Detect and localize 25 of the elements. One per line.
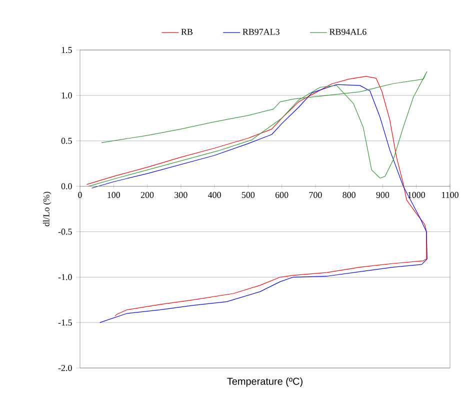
x-tick-label: 700 — [309, 192, 322, 198]
y-tick-label: -1.5 — [58, 320, 72, 326]
y-tick-label: -0.5 — [58, 228, 72, 235]
legend-label: RB — [181, 28, 192, 35]
x-tick-label: 500 — [242, 192, 255, 198]
x-tick-label: 600 — [275, 192, 288, 198]
x-tick-label: 100 — [108, 192, 120, 198]
y-tick-label: 1.0 — [62, 92, 72, 98]
y-tick-label: 1.5 — [62, 46, 72, 54]
x-axis-title: Temperature (ºC) — [227, 378, 302, 387]
x-tick-label: 300 — [174, 192, 188, 198]
x-tick-label: 0 — [78, 192, 82, 198]
x-tick-label: 800 — [342, 192, 356, 198]
x-tick-label: 1100 — [442, 192, 458, 198]
legend-label: RB94AL6 — [330, 28, 366, 35]
y-tick-label: -1.0 — [58, 274, 72, 280]
y-tick-label: 0.0 — [61, 183, 72, 190]
x-tick-label: 400 — [208, 192, 221, 198]
y-tick-label: 0.5 — [61, 138, 72, 144]
legend-label: RB97AL3 — [242, 28, 280, 35]
x-tick-label: 200 — [140, 192, 154, 198]
y-tick-label: -2.0 — [58, 364, 72, 372]
x-tick-label: 1000 — [408, 192, 425, 198]
y-axis-title: dl/Lo (%) — [43, 192, 52, 226]
x-tick-label: 900 — [376, 192, 390, 198]
